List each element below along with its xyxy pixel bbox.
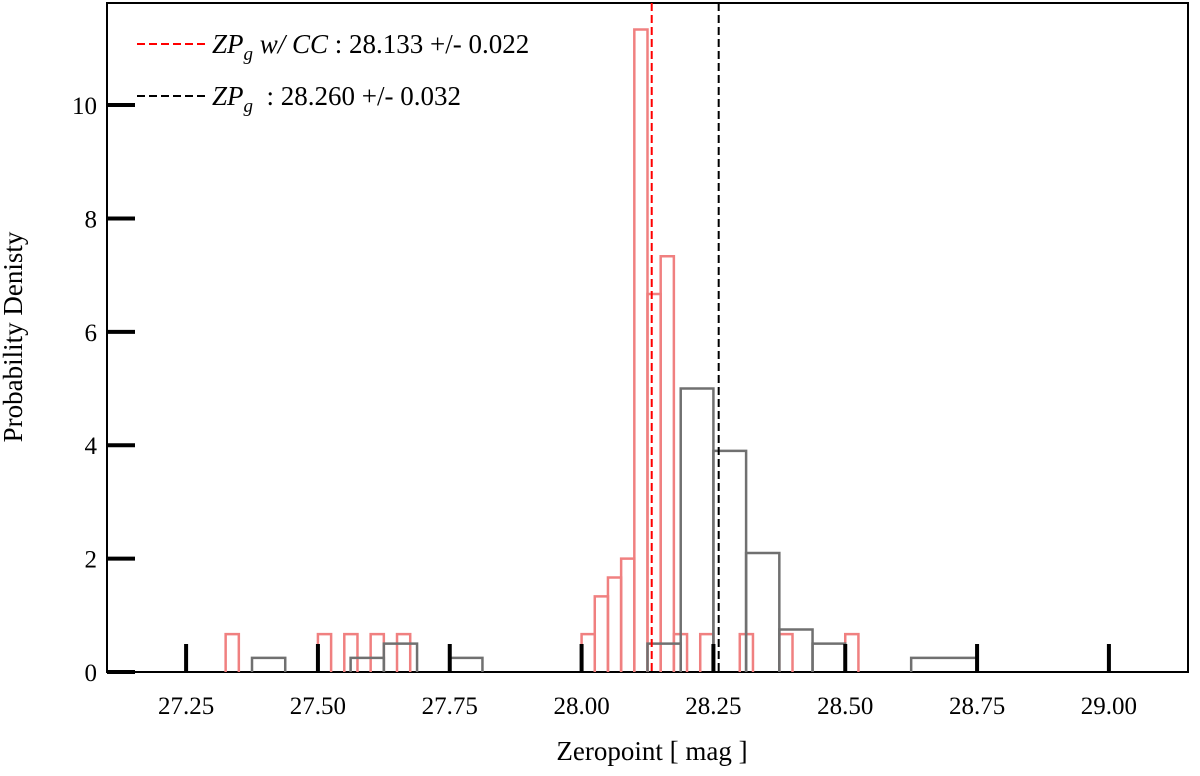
x-tick-label: 28.25 bbox=[685, 693, 741, 720]
x-tick-label: 28.75 bbox=[949, 693, 1005, 720]
x-tick-label: 27.25 bbox=[158, 693, 214, 720]
histogram-bin bbox=[619, 557, 636, 672]
x-tick-label: 29.00 bbox=[1081, 693, 1137, 720]
y-axis-title: Probability Denisty bbox=[0, 231, 28, 442]
x-tick-label: 27.50 bbox=[290, 693, 346, 720]
series-0 bbox=[224, 28, 860, 672]
y-tick-label: 10 bbox=[72, 93, 97, 120]
histogram-bin bbox=[349, 656, 386, 672]
y-tick-label: 8 bbox=[85, 206, 98, 233]
histogram-bin bbox=[811, 642, 847, 672]
histogram-bin bbox=[224, 632, 241, 672]
histogram-bin bbox=[633, 28, 649, 672]
histogram-bin bbox=[744, 551, 781, 672]
histogram-series bbox=[224, 28, 979, 672]
histogram-bin bbox=[369, 632, 386, 672]
y-tick-label: 6 bbox=[85, 320, 98, 347]
axes: 27.25 27.50 27.75 28.00 28.25 28.50 28.75 29.00… bbox=[72, 93, 1137, 720]
histogram-bin bbox=[778, 632, 794, 672]
histogram-bin bbox=[250, 656, 287, 672]
legend-label: ZPg : 28.260 +/- 0.032 bbox=[212, 81, 461, 117]
histogram-bin bbox=[606, 576, 623, 672]
histogram-bin bbox=[646, 292, 662, 672]
legend: ZPg w/ CC : 28.133 +/- 0.022 ZPg : 28.260… bbox=[137, 29, 529, 117]
histogram-bin bbox=[778, 628, 814, 672]
histogram-bin bbox=[909, 656, 979, 672]
legend-label: ZPg w/ CC : 28.133 +/- 0.022 bbox=[212, 29, 529, 65]
histogram-bin bbox=[395, 632, 412, 672]
y-tick-label: 2 bbox=[85, 547, 98, 574]
histogram-bin bbox=[448, 656, 484, 672]
x-tick-label: 28.00 bbox=[553, 693, 609, 720]
zeropoint-reference-lines bbox=[650, 3, 720, 672]
series-1 bbox=[250, 387, 979, 672]
histogram-bin bbox=[382, 642, 419, 672]
histogram-bin bbox=[659, 255, 676, 672]
x-tick-label: 28.50 bbox=[817, 693, 873, 720]
x-axis-title: Zeropoint [ mag ] bbox=[556, 736, 747, 766]
histogram-bin bbox=[343, 632, 359, 672]
y-tick-label: 0 bbox=[85, 660, 98, 687]
x-tick-label: 27.75 bbox=[422, 693, 478, 720]
y-tick-label: 4 bbox=[85, 433, 98, 460]
histogram-bin bbox=[593, 595, 610, 672]
histogram-bin bbox=[679, 387, 715, 672]
